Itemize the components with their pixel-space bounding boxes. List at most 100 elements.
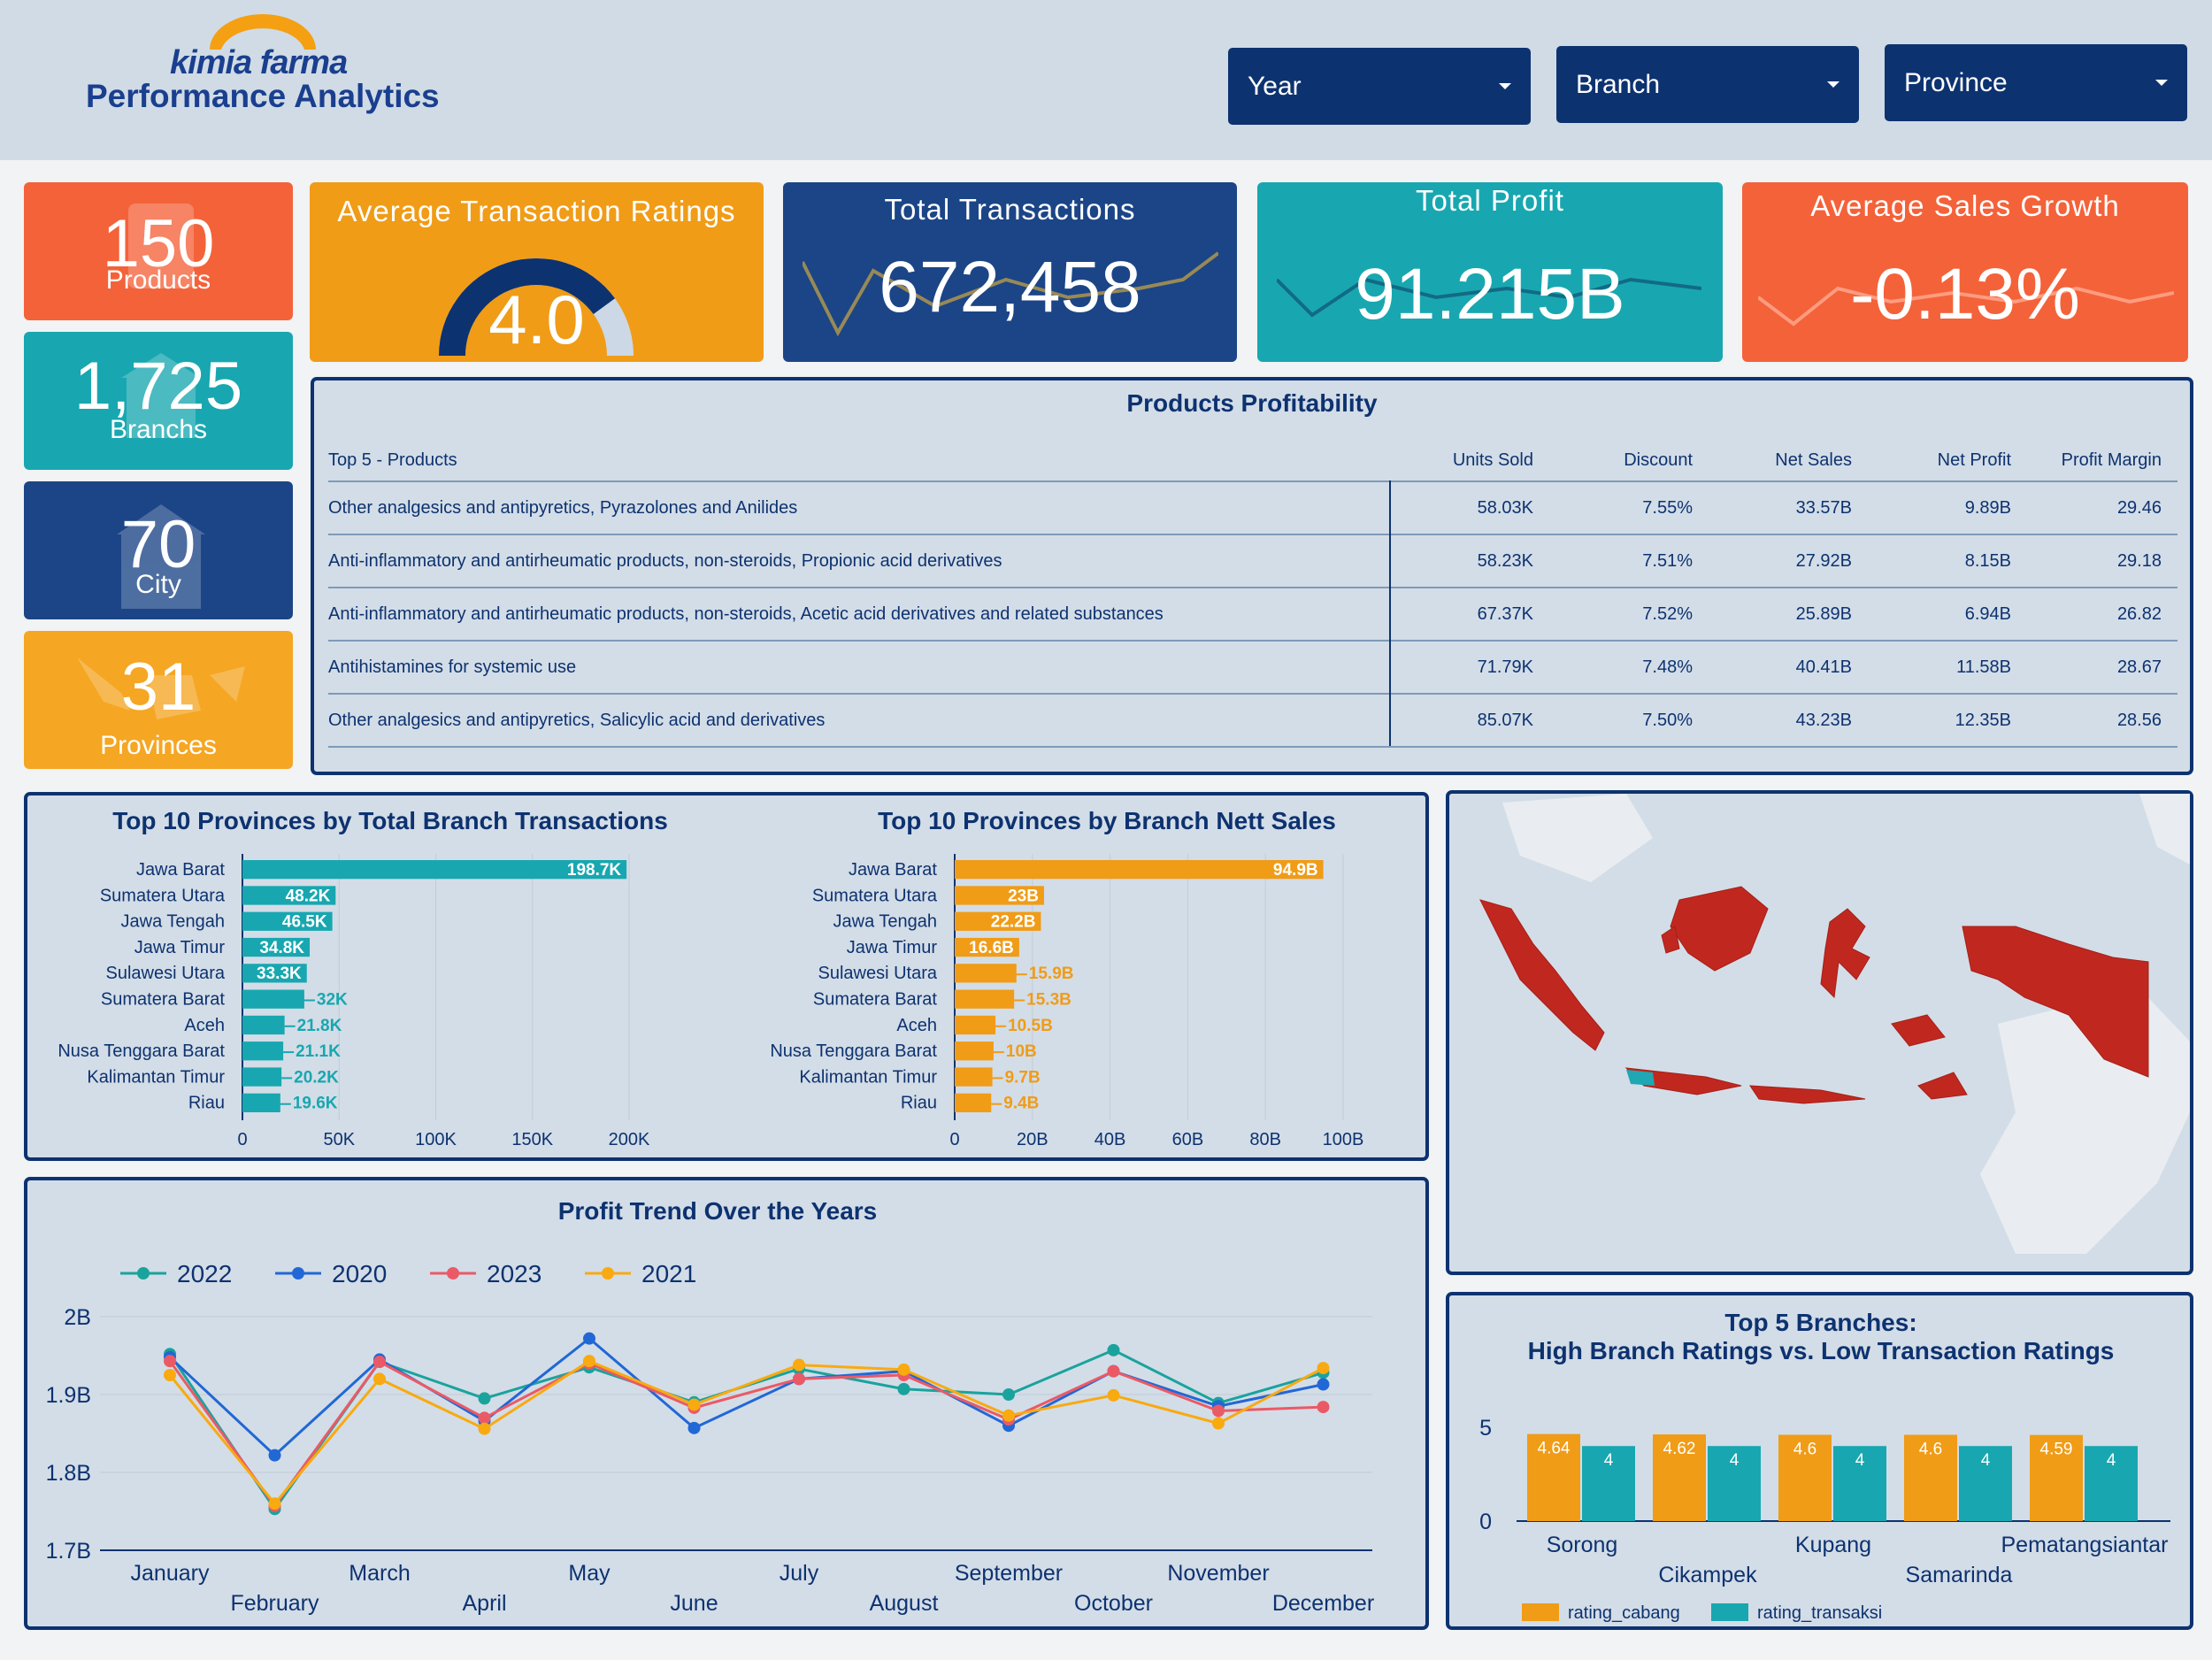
bar[interactable] xyxy=(955,911,1041,931)
legend-label[interactable]: rating_transaksi xyxy=(1757,1603,1882,1623)
x-tick-label: 50K xyxy=(323,1130,355,1149)
bar[interactable] xyxy=(242,937,311,957)
table-row[interactable]: Other analgesics and antipyretics, Salic… xyxy=(328,693,2177,748)
bar[interactable] xyxy=(1833,1446,1886,1521)
legend-swatch xyxy=(1711,1603,1748,1621)
table-row[interactable]: Other analgesics and antipyretics, Pyraz… xyxy=(328,480,2177,534)
x-tick-label: 80B xyxy=(1249,1130,1281,1149)
units-sold-cell: 85.07K xyxy=(1390,693,1549,748)
data-point[interactable] xyxy=(687,1421,701,1434)
bar[interactable] xyxy=(1904,1434,1957,1521)
bar[interactable] xyxy=(1708,1446,1761,1521)
column-header-profit-margin[interactable]: Profit Margin xyxy=(2061,450,2162,470)
bar[interactable] xyxy=(1778,1434,1832,1521)
bar[interactable] xyxy=(955,1067,993,1087)
avg-transaction-rating-title: Average Transaction Ratings xyxy=(337,195,736,227)
bar[interactable] xyxy=(955,989,1015,1009)
data-point[interactable] xyxy=(583,1332,595,1345)
column-header-product[interactable]: Top 5 - Products xyxy=(328,450,457,470)
data-point[interactable] xyxy=(478,1392,491,1405)
bar[interactable] xyxy=(1582,1446,1635,1521)
year-filter-label: Year xyxy=(1248,71,1302,101)
bar[interactable] xyxy=(1959,1446,2012,1521)
data-point[interactable] xyxy=(1212,1404,1225,1418)
column-header-net-profit[interactable]: Net Profit xyxy=(1937,450,2011,470)
table-row[interactable]: Anti-inflammatory and antirheumatic prod… xyxy=(328,534,2177,588)
data-point[interactable] xyxy=(687,1398,701,1411)
bar[interactable] xyxy=(242,1041,284,1061)
data-point[interactable] xyxy=(1002,1409,1015,1422)
data-point[interactable] xyxy=(793,1358,805,1372)
data-point[interactable] xyxy=(1107,1388,1120,1402)
data-point[interactable] xyxy=(1002,1388,1015,1401)
column-header-discount[interactable]: Discount xyxy=(1624,450,1693,470)
data-point[interactable] xyxy=(478,1411,491,1425)
data-point[interactable] xyxy=(1317,1362,1330,1375)
bar[interactable] xyxy=(242,964,307,983)
province-filter-dropdown[interactable]: Province xyxy=(1885,44,2187,121)
bar[interactable] xyxy=(242,1093,280,1112)
bar[interactable] xyxy=(955,1093,992,1112)
table-row[interactable]: Anti-inflammatory and antirheumatic prod… xyxy=(328,587,2177,641)
x-tick-label: 200K xyxy=(609,1130,650,1149)
data-point[interactable] xyxy=(897,1363,910,1376)
bar[interactable] xyxy=(242,989,304,1009)
data-point[interactable] xyxy=(897,1382,910,1395)
legend-label[interactable]: 2020 xyxy=(332,1260,387,1287)
net-sales-cell: 27.92B xyxy=(1709,534,1868,588)
table-row[interactable]: Antihistamines for systemic use 71.79K 7… xyxy=(328,640,2177,694)
bar[interactable] xyxy=(955,937,1019,957)
data-point[interactable] xyxy=(268,1449,281,1462)
brand-logo-text: kimia farma xyxy=(170,44,348,81)
bar[interactable] xyxy=(955,860,1324,880)
series-line[interactable] xyxy=(168,1360,1324,1509)
indonesia-province-map[interactable] xyxy=(1449,794,2190,1272)
bar[interactable] xyxy=(1653,1434,1706,1521)
bar[interactable] xyxy=(955,1041,994,1061)
bar[interactable] xyxy=(242,911,333,931)
data-point[interactable] xyxy=(1317,1401,1330,1414)
column-header-units-sold[interactable]: Units Sold xyxy=(1452,450,1533,470)
data-point[interactable] xyxy=(478,1422,491,1435)
data-point[interactable] xyxy=(164,1355,176,1368)
avg-sales-growth-value: -0.13% xyxy=(1850,254,2080,334)
branch-filter-dropdown[interactable]: Branch xyxy=(1556,46,1859,123)
series-line[interactable] xyxy=(168,1359,1325,1506)
bar[interactable] xyxy=(242,1015,285,1035)
bar[interactable] xyxy=(242,1067,282,1087)
bar[interactable] xyxy=(2030,1434,2083,1521)
category-label: Kalimantan Timur xyxy=(799,1067,937,1087)
bar[interactable] xyxy=(242,860,627,880)
category-label: Nusa Tenggara Barat xyxy=(58,1041,225,1061)
data-point[interactable] xyxy=(1107,1364,1120,1378)
y-tick-label: 1.8B xyxy=(46,1461,91,1486)
legend-label[interactable]: 2022 xyxy=(177,1260,232,1287)
data-point[interactable] xyxy=(164,1369,176,1381)
column-header-net-sales[interactable]: Net Sales xyxy=(1775,450,1852,470)
data-label: 198.7K xyxy=(567,861,622,880)
bar[interactable] xyxy=(1527,1433,1580,1521)
x-tick-label: November xyxy=(1167,1561,1269,1586)
bar[interactable] xyxy=(2085,1446,2138,1521)
data-label: 4.62 xyxy=(1663,1440,1696,1458)
units-sold-cell: 71.79K xyxy=(1390,640,1549,694)
chevron-down-icon xyxy=(1499,83,1511,89)
data-point[interactable] xyxy=(793,1372,805,1386)
legend-label[interactable]: rating_cabang xyxy=(1568,1603,1680,1623)
bar[interactable] xyxy=(955,964,1017,983)
year-filter-dropdown[interactable]: Year xyxy=(1228,48,1531,125)
data-point[interactable] xyxy=(1212,1417,1225,1430)
series-line[interactable] xyxy=(168,1349,1324,1512)
data-point[interactable] xyxy=(1107,1343,1120,1356)
bar[interactable] xyxy=(955,1015,996,1035)
legend-label[interactable]: 2021 xyxy=(641,1260,696,1287)
series-line[interactable] xyxy=(168,1336,1324,1457)
data-point[interactable] xyxy=(373,1356,386,1369)
bar[interactable] xyxy=(242,886,336,905)
data-point[interactable] xyxy=(373,1372,386,1386)
legend-label[interactable]: 2023 xyxy=(487,1260,541,1287)
data-point[interactable] xyxy=(583,1355,595,1368)
bar[interactable] xyxy=(955,886,1044,905)
data-point[interactable] xyxy=(268,1497,281,1510)
data-point[interactable] xyxy=(1317,1378,1330,1391)
